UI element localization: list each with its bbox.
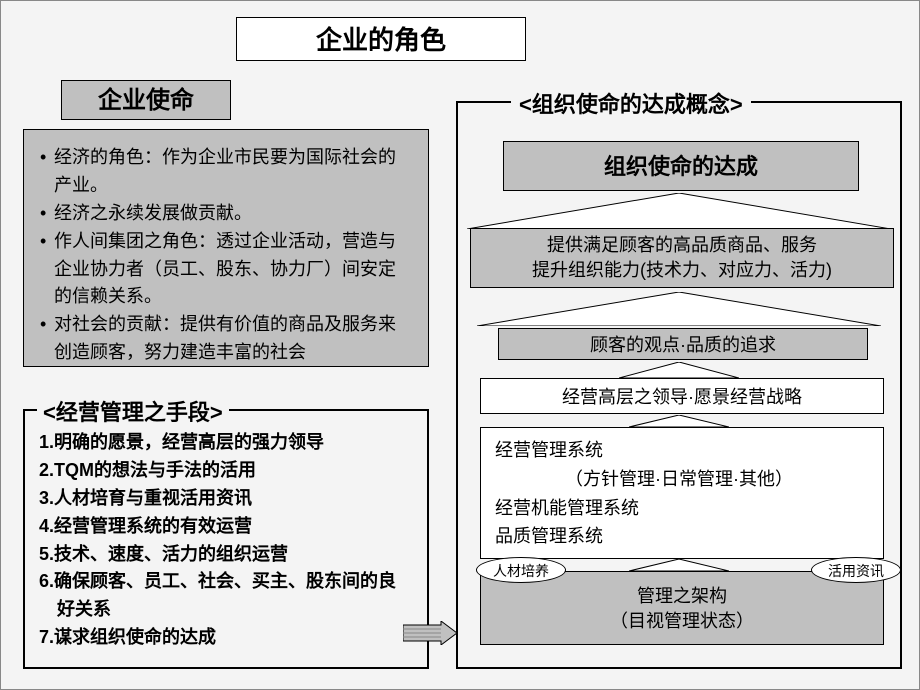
layer-bottom: 管理之架构 （目视管理状态） <box>480 571 884 645</box>
methods-item: 5.技术、速度、活力的组织运营 <box>39 541 413 569</box>
arrow-up-icon <box>629 559 729 571</box>
arrow-up-icon <box>629 415 729 427</box>
methods-item: 3.人材培育与重视活用资讯 <box>39 485 413 513</box>
main-title: 企业的角色 <box>236 17 526 61</box>
mission-item: 经济的角色：作为企业市民要为国际社会的产业。 <box>40 144 412 200</box>
oval-talent: 人材培养 <box>476 557 566 583</box>
concept-heading: <组织使命的达成概念> <box>511 87 751 119</box>
layer-strategy: 经营高层之领导·愿景经营战略 <box>480 378 884 414</box>
sys-line: （方针管理·日常管理·其他） <box>495 465 869 494</box>
methods-item: 7.谋求组织使命的达成 <box>39 624 413 652</box>
arrow-up-icon <box>477 292 881 326</box>
layer-quality: 顾客的观点·品质的追求 <box>498 328 868 360</box>
sys-line: 经营机能管理系统 <box>495 494 869 523</box>
methods-item: 2.TQM的想法与手法的活用 <box>39 457 413 485</box>
arrow-right-icon <box>403 621 457 645</box>
service-line: 提供满足顾客的高品质商品、服务 <box>471 233 893 258</box>
layer-top: 组织使命的达成 <box>503 141 859 191</box>
mission-item: 作人间集团之角色：透过企业活动，营造与企业协力者（员工、股东、协力厂）间安定的信… <box>40 228 412 312</box>
mission-heading: 企业使命 <box>61 80 231 120</box>
arrow-up-icon <box>467 193 891 229</box>
methods-item: 6.确保顾客、员工、社会、买主、股东间的良好关系 <box>39 568 413 624</box>
mission-item: 经济之永续发展做贡献。 <box>40 200 412 228</box>
layer-systems: 经营管理系统 （方针管理·日常管理·其他） 经营机能管理系统 品质管理系统 <box>480 427 884 559</box>
methods-box: 1.明确的愿景，经营高层的强力领导 2.TQM的想法与手法的活用 3.人材培育与… <box>23 409 429 669</box>
bottom-line: （目视管理状态） <box>481 609 883 634</box>
concept-box: 组织使命的达成 提供满足顾客的高品质商品、服务 提升组织能力(技术力、对应力、活… <box>456 101 902 669</box>
mission-item: 对社会的贡献：提供有价值的商品及服务来创造顾客，努力建造丰富的社会 <box>40 311 412 367</box>
sys-line: 品质管理系统 <box>495 522 869 551</box>
sys-line: 经营管理系统 <box>495 436 869 465</box>
methods-item: 1.明确的愿景，经营高层的强力领导 <box>39 429 413 457</box>
methods-item: 4.经营管理系统的有效运营 <box>39 513 413 541</box>
arrow-up-icon <box>619 362 739 378</box>
mission-box: 经济的角色：作为企业市民要为国际社会的产业。 经济之永续发展做贡献。 作人间集团… <box>23 129 429 367</box>
methods-heading: <经营管理之手段> <box>37 395 229 427</box>
layer-service: 提供满足顾客的高品质商品、服务 提升组织能力(技术力、对应力、活力) <box>470 228 894 288</box>
service-line: 提升组织能力(技术力、对应力、活力) <box>471 258 893 283</box>
oval-info: 活用资讯 <box>811 557 901 583</box>
bottom-line: 管理之架构 <box>481 584 883 609</box>
